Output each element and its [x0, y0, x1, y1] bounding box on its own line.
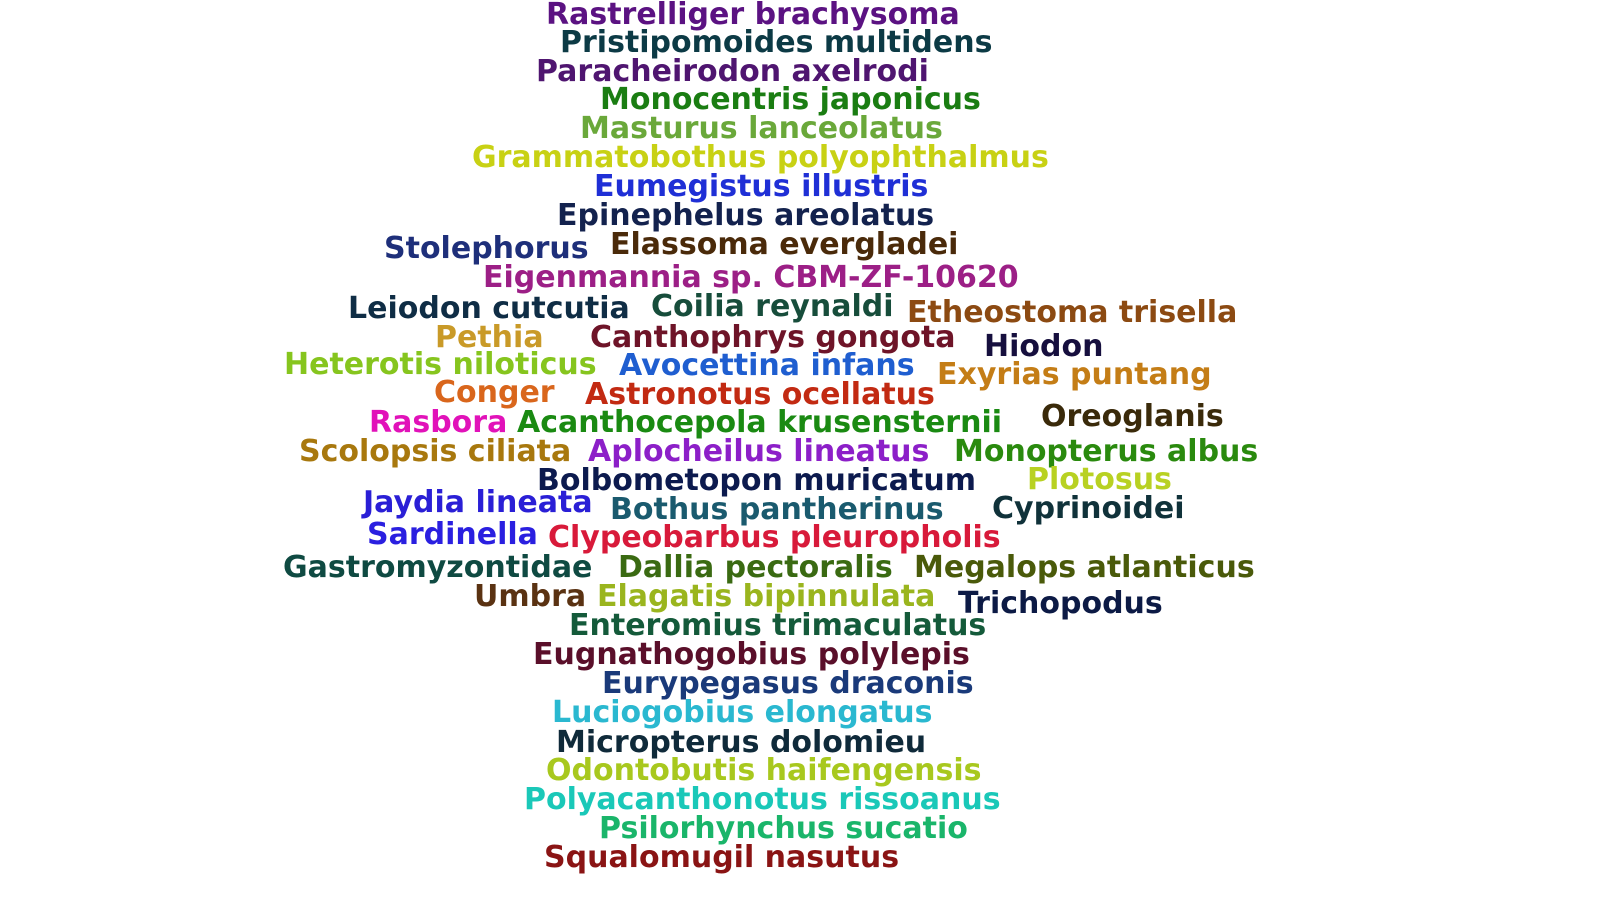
word-cloud-term: Paracheirodon axelrodi	[536, 54, 929, 89]
word-cloud-term: Umbra	[474, 579, 587, 614]
word-cloud-term: Squalomugil nasutus	[544, 840, 900, 875]
word-cloud-term: Aplocheilus lineatus	[588, 434, 930, 469]
word-cloud-term: Masturus lanceolatus	[580, 111, 943, 146]
word-cloud-term: Epinephelus areolatus	[557, 198, 935, 233]
word-cloud-term: Sardinella	[367, 517, 538, 552]
word-cloud-term: Pristipomoides multidens	[560, 25, 993, 60]
word-cloud-term: Plotosus	[1027, 462, 1172, 497]
word-cloud-term: Heterotis niloticus	[284, 347, 597, 382]
word-cloud-term: Hiodon	[984, 329, 1104, 364]
word-cloud-term: Clypeobarbus pleuropholis	[548, 520, 1001, 555]
word-cloud-term: Monopterus albus	[954, 434, 1259, 469]
word-cloud-term: Megalops atlanticus	[914, 550, 1255, 585]
word-cloud-term: Scolopsis ciliata	[299, 434, 572, 469]
word-cloud-term: Monocentris japonicus	[600, 82, 981, 117]
word-cloud-term: Luciogobius elongatus	[552, 695, 933, 730]
word-cloud-term: Leiodon cutcutia	[348, 291, 630, 326]
word-cloud-term: Odontobutis haifengensis	[546, 753, 982, 788]
word-cloud-term: Eigenmannia sp. CBM-ZF-10620	[483, 260, 1019, 295]
word-cloud-term: Astronotus ocellatus	[585, 377, 935, 412]
word-cloud-term: Eurypegasus draconis	[602, 666, 974, 701]
word-cloud-term: Dallia pectoralis	[618, 550, 893, 585]
word-cloud-term: Micropterus dolomieu	[556, 725, 927, 760]
word-cloud-term: Coilia reynaldi	[651, 289, 894, 324]
word-cloud-term: Cyprinoidei	[992, 491, 1185, 526]
word-cloud-term: Bolbometopon muricatum	[537, 463, 976, 498]
word-cloud-term: Exyrias puntang	[937, 357, 1212, 392]
word-cloud-term: Bothus pantherinus	[610, 492, 944, 527]
word-cloud-term: Avocettina infans	[619, 348, 915, 383]
word-cloud-term: Trichopodus	[958, 586, 1163, 621]
word-cloud-term: Canthophrys gongota	[590, 320, 956, 355]
word-cloud-term: Oreoglanis	[1041, 399, 1224, 434]
word-cloud-term: Polyacanthonotus rissoanus	[524, 782, 1001, 817]
word-cloud-term: Elagatis bipinnulata	[597, 579, 936, 614]
word-cloud-term: Eugnathogobius polylepis	[533, 637, 970, 672]
word-cloud-term: Enteromius trimaculatus	[569, 608, 987, 643]
word-cloud-term: Pethia	[435, 320, 544, 355]
word-cloud-term: Jaydia lineata	[363, 485, 593, 520]
word-cloud-term: Etheostoma trisella	[907, 295, 1238, 330]
word-cloud-term: Psilorhynchus sucatio	[599, 811, 968, 846]
word-cloud-term: Elassoma evergladei	[610, 227, 959, 262]
word-cloud-term: Eumegistus illustris	[594, 169, 929, 204]
word-cloud-term: Acanthocepola krusensternii	[517, 405, 1003, 440]
word-cloud-term: Rastrelliger brachysoma	[546, 0, 960, 32]
word-cloud-term: Grammatobothus polyophthalmus	[472, 140, 1049, 175]
word-cloud-term: Gastromyzontidae	[283, 550, 593, 585]
word-cloud-term: Stolephorus	[384, 231, 589, 266]
word-cloud-term: Rasbora	[369, 405, 508, 440]
word-cloud-term: Conger	[434, 375, 555, 410]
